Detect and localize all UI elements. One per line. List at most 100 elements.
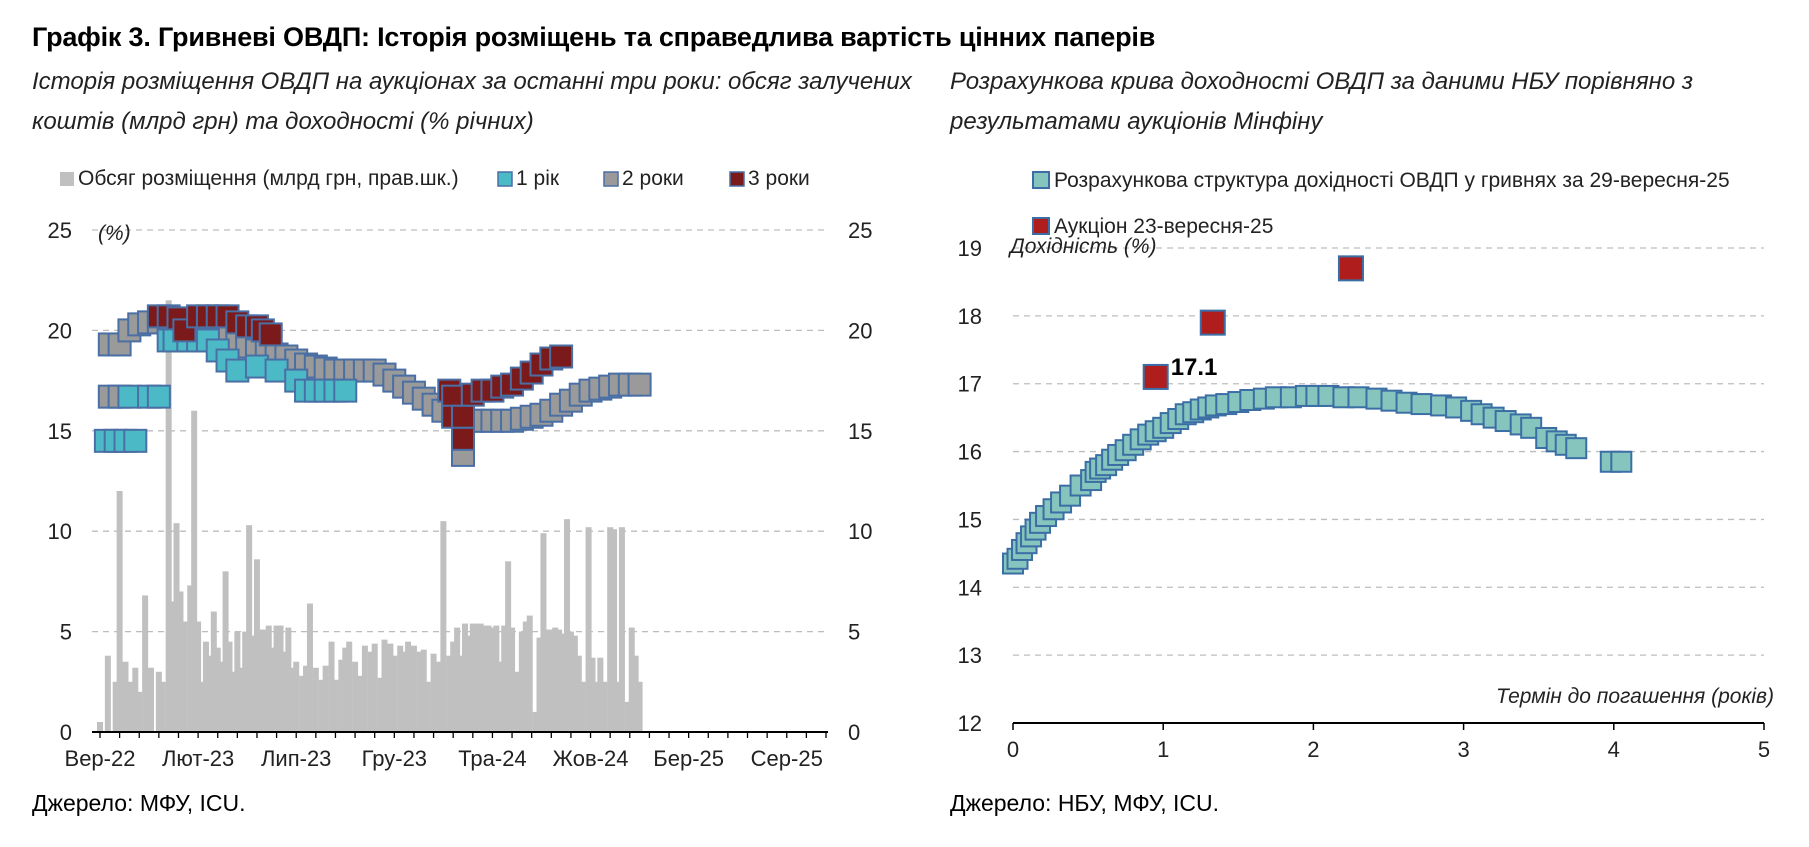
volume-bar xyxy=(285,627,292,732)
volume-bar xyxy=(485,625,492,732)
y2-tick-label: 15 xyxy=(848,419,872,444)
volume-bar xyxy=(593,681,600,732)
volume-bar xyxy=(181,621,188,732)
right-chart-subtitle: Розрахункова крива доходності ОВДП за да… xyxy=(950,62,1693,142)
volume-bar xyxy=(250,635,257,732)
x-tick-label: Гру-23 xyxy=(362,746,427,771)
volume-bar xyxy=(148,667,155,732)
volume-bar xyxy=(322,665,329,732)
y-tick-label: 20 xyxy=(48,318,72,343)
volume-bar xyxy=(636,681,643,732)
y-tick-label: 10 xyxy=(48,519,72,544)
volume-bar xyxy=(489,627,496,732)
volume-bar xyxy=(397,645,404,732)
volume-bar xyxy=(628,627,635,732)
volume-bar xyxy=(526,615,533,732)
auction-point xyxy=(1337,255,1364,282)
volume-bar xyxy=(560,633,567,732)
volume-bar xyxy=(238,667,245,732)
volume-bar xyxy=(410,645,417,732)
legend-label-4: 3 роки xyxy=(748,167,810,190)
volume-bar xyxy=(261,629,268,732)
volume-bar xyxy=(632,655,639,732)
y2-tick-label: 25 xyxy=(848,218,872,243)
legend-swatch-3 xyxy=(603,171,619,187)
y-tick-label: 25 xyxy=(48,218,72,243)
volume-bar xyxy=(289,667,296,732)
volume-bar xyxy=(328,641,335,732)
volume-bar xyxy=(303,665,310,732)
volume-bar xyxy=(342,647,349,732)
legend-label-1: Обсяг розміщення (млрд грн, прав.шк.) xyxy=(78,167,459,190)
auction-point xyxy=(1142,363,1169,390)
legend-label-auction: Аукціон 23-вересня-25 xyxy=(1054,215,1273,238)
curve-point xyxy=(1410,393,1433,416)
volume-bar xyxy=(377,677,384,732)
volume-bar xyxy=(552,627,559,732)
volume-bar xyxy=(589,657,596,732)
volume-bar xyxy=(473,623,480,732)
volume-bar xyxy=(436,661,443,732)
right-subtitle-line-1: Розрахункова крива доходності ОВДП за да… xyxy=(950,68,1694,95)
volume-bar xyxy=(312,667,319,732)
volume-bar xyxy=(97,721,103,732)
curve-point xyxy=(1565,437,1588,460)
volume-bar xyxy=(416,651,423,732)
volume-bar xyxy=(440,521,447,732)
volume-bar xyxy=(579,681,586,732)
yield-marker-3y xyxy=(451,404,475,429)
volume-bar xyxy=(624,701,631,732)
volume-bar xyxy=(540,533,547,732)
volume-bar xyxy=(230,671,237,732)
x-tick-label: Жов-24 xyxy=(553,746,629,771)
x-tick-label: 1 xyxy=(1157,737,1169,762)
volume-bar xyxy=(446,655,453,732)
volume-bar xyxy=(112,681,119,732)
volume-bar xyxy=(242,631,249,732)
yield-marker-2y xyxy=(627,372,652,397)
x-axis-label: Термін до погашення (років) xyxy=(1496,685,1774,708)
volume-bar xyxy=(142,595,149,732)
curve-point xyxy=(1610,450,1633,473)
volume-bar xyxy=(575,655,582,732)
y2-tick-label: 5 xyxy=(848,620,860,645)
volume-bar xyxy=(338,659,345,732)
y-tick-label: 0 xyxy=(60,720,72,745)
y2-tick-label: 0 xyxy=(848,720,860,745)
volume-bar xyxy=(173,523,180,732)
volume-bar xyxy=(199,681,206,732)
y-axis-unit: (%) xyxy=(98,222,131,245)
volume-bar xyxy=(371,643,378,732)
y-tick-label: 15 xyxy=(958,507,982,532)
volume-bar xyxy=(585,527,592,732)
yield-marker-3y xyxy=(549,344,574,369)
volume-bar xyxy=(361,645,368,732)
volume-bar xyxy=(607,527,614,732)
legend-label-curve: Розрахункова структура дохідності ОВДП у… xyxy=(1054,169,1730,192)
y-tick-label: 15 xyxy=(48,419,72,444)
y-tick-label: 19 xyxy=(958,236,982,261)
left-subtitle-line-1: Історія розміщення ОВДП на аукціонах за … xyxy=(32,68,912,95)
volume-bar xyxy=(226,641,233,732)
volume-bar xyxy=(187,585,194,732)
volume-bar xyxy=(597,657,604,732)
legend-swatch-curve xyxy=(1032,171,1050,189)
legend-swatch-auction xyxy=(1032,217,1050,235)
volume-bar xyxy=(116,491,123,732)
volume-bar xyxy=(273,625,280,732)
x-tick-label: 2 xyxy=(1307,737,1319,762)
volume-bar xyxy=(367,651,374,732)
volume-bar xyxy=(424,681,431,732)
yield-curve-chart: Розрахункова структура дохідності ОВДП у… xyxy=(958,169,1774,762)
volume-bar xyxy=(136,691,143,732)
y-axis-label: Дохідність (%) xyxy=(1008,235,1157,258)
volume-bar xyxy=(465,635,472,732)
left-subtitle-line-2: коштів (млрд грн) та доходності (% річни… xyxy=(32,108,534,135)
legend-swatch-1 xyxy=(60,172,74,186)
volume-bar xyxy=(104,655,111,732)
volume-bar xyxy=(536,637,543,732)
volume-bar xyxy=(177,591,184,732)
volume-bar xyxy=(122,661,129,732)
volume-bar xyxy=(387,643,394,732)
x-tick-label: Вер-22 xyxy=(65,746,136,771)
